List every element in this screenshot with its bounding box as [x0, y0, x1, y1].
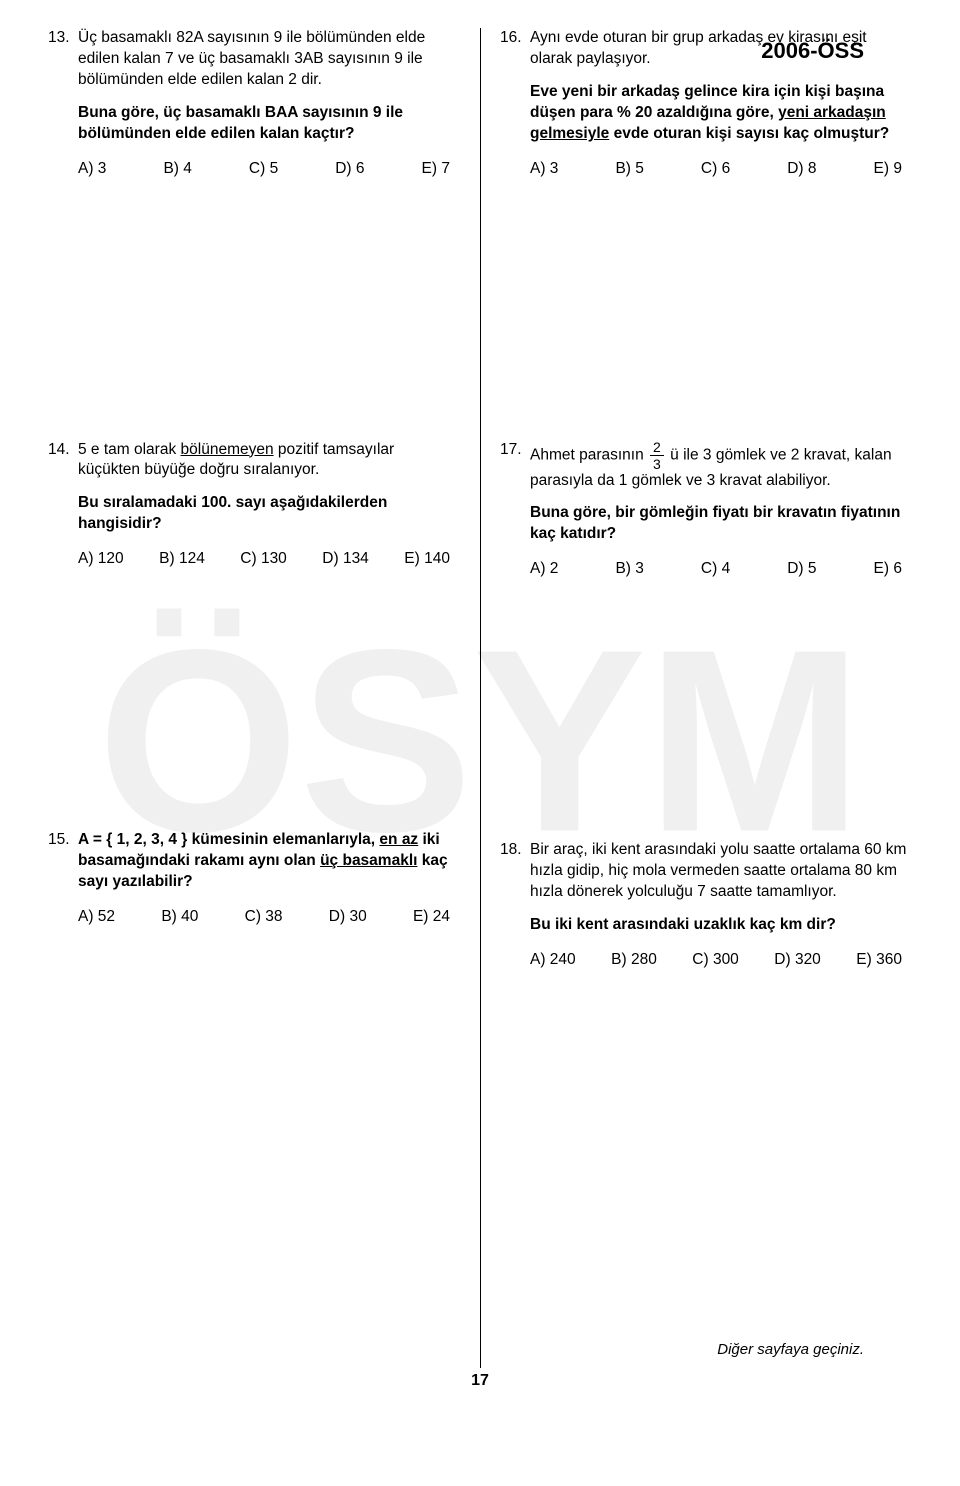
text-part: 5 e tam olarak — [78, 441, 181, 458]
choice-d[interactable]: D) 8 — [787, 159, 816, 180]
choice-b[interactable]: B) 5 — [615, 159, 643, 180]
choice-d[interactable]: D) 320 — [774, 950, 821, 971]
question-text: Bir araç, iki kent arasındaki yolu saatt… — [530, 840, 912, 903]
question-17: 17. Ahmet parasının 23 ü ile 3 gömlek ve… — [500, 440, 912, 581]
choice-c[interactable]: C) 5 — [249, 159, 278, 180]
question-prompt: Bu iki kent arasındaki uzaklık kaç km di… — [530, 915, 912, 936]
choice-a[interactable]: A) 52 — [78, 907, 115, 928]
choice-a[interactable]: A) 240 — [530, 950, 576, 971]
choice-row: A) 52 B) 40 C) 38 D) 30 E) 24 — [78, 907, 460, 928]
set-literal: { 1, 2, 3, 4 } — [106, 830, 187, 851]
fraction: 23 — [650, 440, 664, 471]
choice-a[interactable]: A) 3 — [530, 159, 558, 180]
question-number: 15. — [48, 830, 78, 928]
choice-e[interactable]: E) 6 — [874, 559, 902, 580]
question-prompt: Eve yeni bir arkadaş gelince kira için k… — [530, 82, 912, 145]
text-part: kümesinin elemanlarıyla, — [187, 831, 379, 848]
choice-e[interactable]: E) 360 — [856, 950, 902, 971]
choice-b[interactable]: B) 4 — [163, 159, 191, 180]
question-14: 14. 5 e tam olarak bölünemeyen pozitif t… — [48, 440, 460, 571]
footer-note: Diğer sayfaya geçiniz. — [717, 1341, 864, 1358]
right-column: 16. Aynı evde oturan bir grup arkadaş ev… — [480, 28, 912, 1408]
question-prompt: Buna göre, bir gömleğin fiyatı bir krava… — [530, 503, 912, 545]
choice-c[interactable]: C) 6 — [701, 159, 730, 180]
question-13: 13. Üç basamaklı 82A sayısının 9 ile böl… — [48, 28, 460, 180]
choice-row: A) 120 B) 124 C) 130 D) 134 E) 140 — [78, 549, 460, 570]
choice-c[interactable]: C) 130 — [240, 549, 287, 570]
text-part: Ahmet parasının — [530, 446, 648, 463]
question-number: 13. — [48, 28, 78, 180]
page-number: 17 — [48, 1372, 912, 1390]
question-number: 17. — [500, 440, 530, 581]
left-column: 13. Üç basamaklı 82A sayısının 9 ile böl… — [48, 28, 480, 1408]
column-divider — [480, 28, 481, 1368]
question-text: Aynı evde oturan bir grup arkadaş ev kir… — [530, 28, 912, 70]
question-number: 14. — [48, 440, 78, 571]
choice-row: A) 3 B) 4 C) 5 D) 6 E) 7 — [78, 159, 460, 180]
question-16: 16. Aynı evde oturan bir grup arkadaş ev… — [500, 28, 912, 180]
question-prompt: Bu sıralamadaki 100. sayı aşağıdakilerde… — [78, 493, 460, 535]
choice-row: A) 3 B) 5 C) 6 D) 8 E) 9 — [530, 159, 912, 180]
text-part: evde oturan kişi sayısı kaç olmuştur? — [609, 125, 889, 142]
choice-b[interactable]: B) 280 — [611, 950, 657, 971]
choice-b[interactable]: B) 124 — [159, 549, 205, 570]
choice-c[interactable]: C) 4 — [701, 559, 730, 580]
underlined-text: en az — [379, 831, 418, 848]
choice-d[interactable]: D) 6 — [335, 159, 364, 180]
question-prompt: Buna göre, üç basamaklı BAA sayısının 9 … — [78, 103, 460, 145]
choice-c[interactable]: C) 38 — [245, 907, 283, 928]
question-text: 5 e tam olarak bölünemeyen pozitif tamsa… — [78, 440, 460, 482]
text-part: A = — [78, 831, 106, 848]
choice-e[interactable]: E) 24 — [413, 907, 450, 928]
choice-b[interactable]: B) 3 — [615, 559, 643, 580]
underlined-text: üç basamaklı — [320, 852, 417, 869]
question-text: Üç basamaklı 82A sayısının 9 ile bölümün… — [78, 28, 460, 91]
fraction-denominator: 3 — [650, 456, 664, 471]
choice-d[interactable]: D) 134 — [322, 549, 369, 570]
choice-a[interactable]: A) 120 — [78, 549, 124, 570]
choice-row: A) 2 B) 3 C) 4 D) 5 E) 6 — [530, 559, 912, 580]
underlined-text: bölünemeyen — [181, 441, 274, 458]
choice-d[interactable]: D) 30 — [329, 907, 367, 928]
choice-b[interactable]: B) 40 — [161, 907, 198, 928]
fraction-numerator: 2 — [650, 440, 664, 456]
question-text: Ahmet parasının 23 ü ile 3 gömlek ve 2 k… — [530, 440, 912, 492]
question-18: 18. Bir araç, iki kent arasındaki yolu s… — [500, 840, 912, 971]
question-number: 16. — [500, 28, 530, 180]
question-prompt: A = { 1, 2, 3, 4 } kümesinin elemanlarıy… — [78, 830, 460, 893]
choice-d[interactable]: D) 5 — [787, 559, 816, 580]
choice-c[interactable]: C) 300 — [692, 950, 739, 971]
choice-e[interactable]: E) 140 — [404, 549, 450, 570]
question-number: 18. — [500, 840, 530, 971]
choice-e[interactable]: E) 9 — [874, 159, 902, 180]
question-15: 15. A = { 1, 2, 3, 4 } kümesinin elemanl… — [48, 830, 460, 928]
choice-e[interactable]: E) 7 — [422, 159, 450, 180]
choice-a[interactable]: A) 2 — [530, 559, 558, 580]
choice-row: A) 240 B) 280 C) 300 D) 320 E) 360 — [530, 950, 912, 971]
choice-a[interactable]: A) 3 — [78, 159, 106, 180]
